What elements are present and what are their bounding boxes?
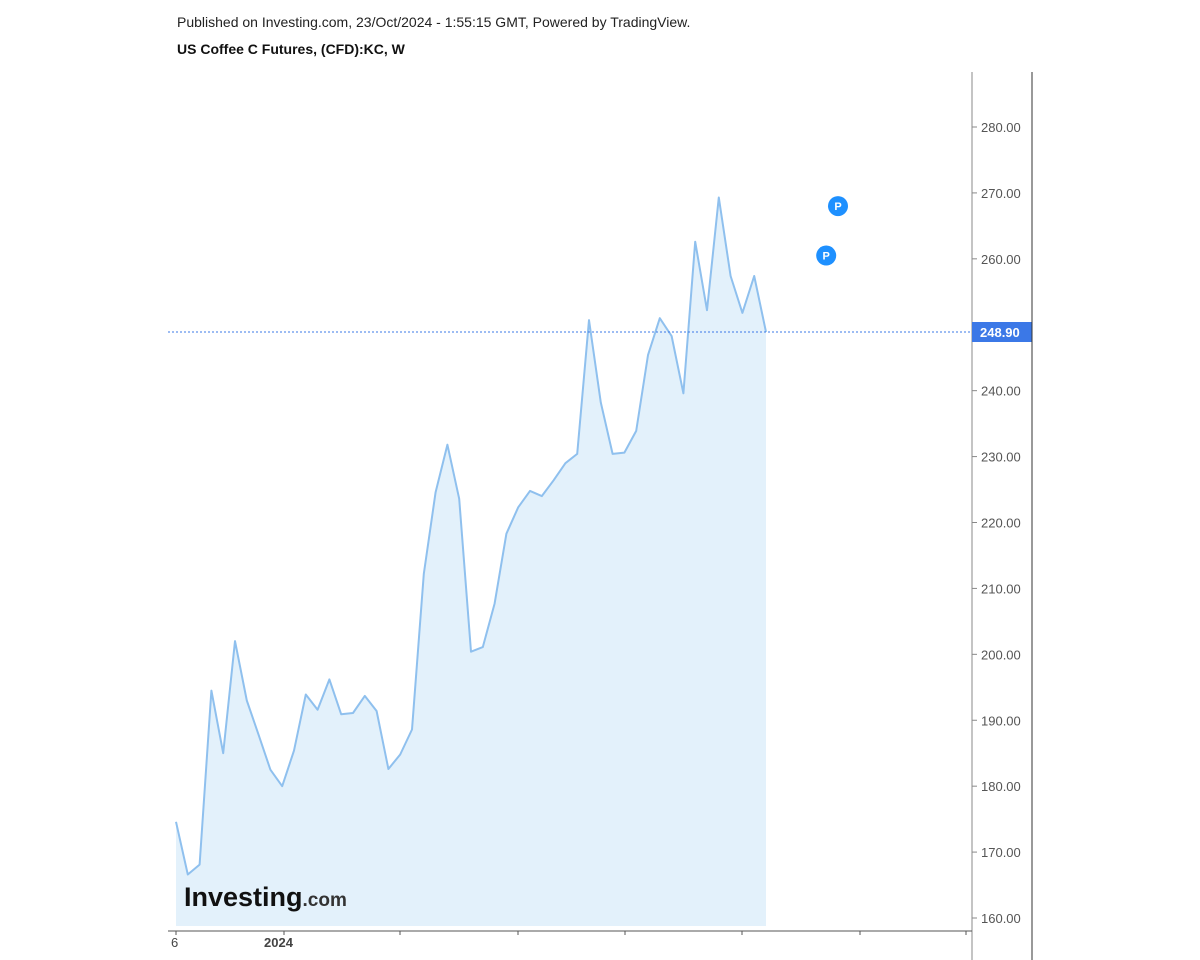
y-tick-label: 230.00 [981, 450, 1021, 465]
p-marker-circle [816, 245, 837, 266]
y-tick-label: 160.00 [981, 911, 1021, 926]
chart-title: US Coffee C Futures, (CFD):KC, W [177, 41, 405, 57]
published-info: Published on Investing.com, 23/Oct/2024 … [177, 14, 691, 30]
y-tick-label: 200.00 [981, 647, 1021, 662]
logo-main: Investing [184, 882, 303, 912]
p-marker-label: P [834, 201, 841, 213]
last-price-label-bg [972, 322, 1032, 343]
y-tick-label: 190.00 [981, 713, 1021, 728]
y-tick-label: 260.00 [981, 252, 1021, 267]
investing-logo: Investing.com [184, 882, 347, 912]
x-tick-label: 2024 [264, 935, 294, 950]
y-ticks: 160.00 170.00 180.00 190.00 200.00 210.00 220.… [972, 120, 1021, 926]
y-tick-label: 180.00 [981, 779, 1021, 794]
x-tick-label: 6 [171, 935, 178, 950]
price-line-series [175, 196, 767, 876]
y-tick-label: 240.00 [981, 384, 1021, 399]
chart-header: Published on Investing.com, 23/Oct/2024 … [177, 12, 690, 59]
y-tick-label: 220.00 [981, 516, 1021, 531]
p-marker-icon: P [816, 245, 837, 266]
y-tick-label: 170.00 [981, 845, 1021, 860]
p-marker-label: P [823, 251, 830, 263]
last-price-label-text: 248.90 [980, 325, 1020, 340]
y-tick-label: 210.00 [981, 581, 1021, 596]
y-tick-label: 270.00 [981, 186, 1021, 201]
logo-sub: .com [303, 890, 347, 911]
p-marker-circle [828, 196, 848, 217]
logo-main-text: Investing.com [184, 882, 347, 912]
area-layer [176, 197, 766, 926]
x-ticks: 6 2024 [171, 931, 967, 950]
last-price-label: 248.90 [972, 322, 1032, 343]
badges-layer: PP [816, 196, 848, 266]
line-layer [175, 196, 767, 876]
price-area [176, 197, 766, 926]
y-tick-label: 280.00 [981, 120, 1021, 135]
p-marker-icon: P [828, 196, 848, 217]
